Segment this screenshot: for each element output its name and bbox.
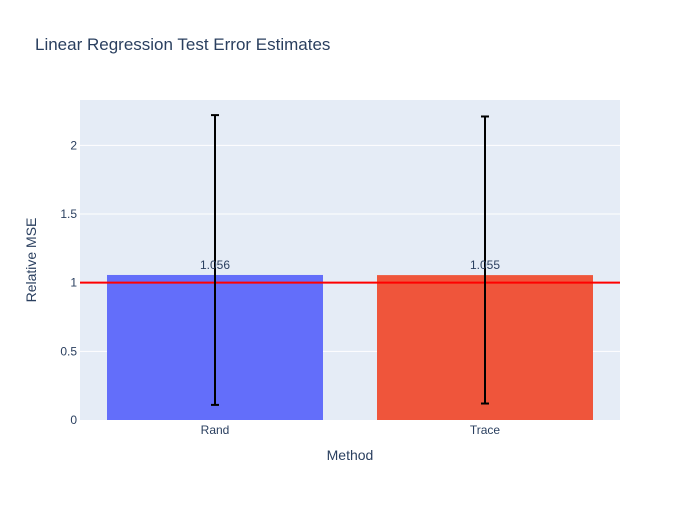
x-axis-label: Method [327, 447, 374, 463]
data-label: 1.056 [200, 258, 230, 272]
y-tick-label: 1 [70, 276, 77, 290]
x-tick-label: Rand [201, 423, 230, 437]
error-bars [211, 114, 489, 406]
y-tick-label: 1.5 [60, 207, 77, 221]
x-tick-label: Trace [470, 423, 501, 437]
y-axis-label: Relative MSE [23, 218, 39, 303]
y-tick-label: 2 [70, 138, 77, 152]
y-tick-label: 0.5 [60, 344, 77, 358]
x-axis-ticks: Rand Trace [201, 423, 501, 437]
y-axis-ticks: 0 0.5 1 1.5 2 [60, 138, 77, 427]
y-tick-label: 0 [70, 413, 77, 427]
chart-title: Linear Regression Test Error Estimates [35, 35, 330, 54]
data-labels: 1.056 1.055 [200, 258, 500, 272]
data-label: 1.055 [470, 258, 500, 272]
